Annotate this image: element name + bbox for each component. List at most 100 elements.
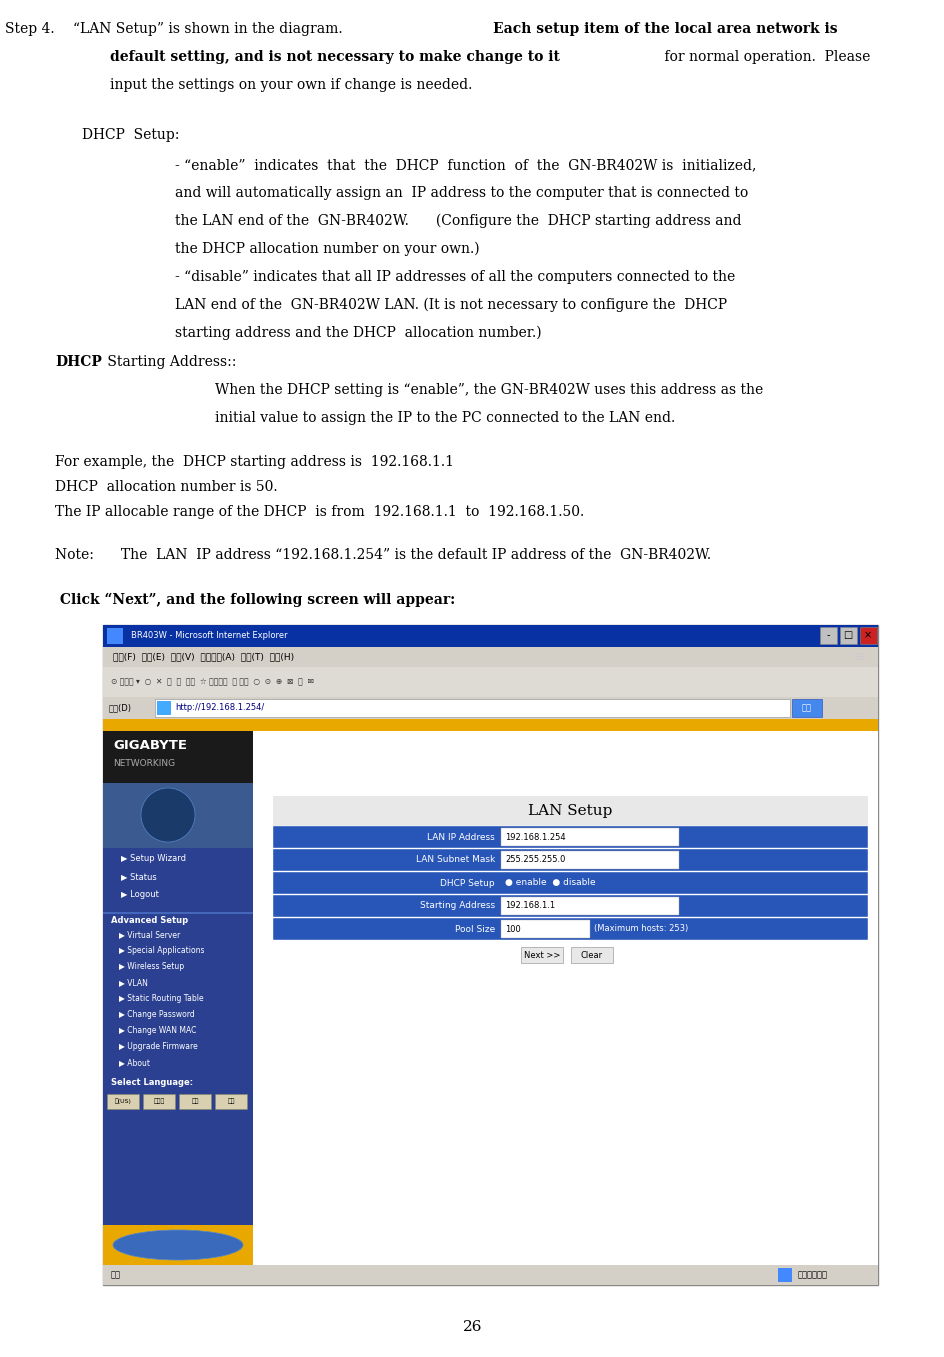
Text: Pool Size: Pool Size	[454, 924, 495, 934]
Bar	[500, 828, 679, 845]
Text: Starting Address::: Starting Address::	[103, 356, 236, 369]
Bar	[520, 947, 563, 963]
Bar	[103, 697, 877, 719]
Bar	[103, 912, 253, 915]
Bar	[103, 1265, 877, 1285]
Bar	[273, 826, 868, 848]
Text: for normal operation.  Please: for normal operation. Please	[659, 50, 869, 64]
Text: The IP allocable range of the DHCP  is from  192.168.1.1  to  192.168.1.50.: The IP allocable range of the DHCP is fr…	[55, 505, 583, 518]
Bar	[777, 1267, 791, 1282]
Bar	[273, 849, 868, 871]
Bar	[791, 699, 821, 716]
Bar	[215, 1094, 246, 1109]
Text: ▶ Setup Wizard: ▶ Setup Wizard	[121, 854, 186, 863]
Text: 日本語: 日本語	[153, 1099, 164, 1105]
Text: ▶ Status: ▶ Status	[121, 873, 157, 881]
Bar	[107, 628, 123, 645]
Text: LAN Subnet Mask: LAN Subnet Mask	[415, 855, 495, 864]
Text: ▶ Change WAN MAC: ▶ Change WAN MAC	[119, 1026, 196, 1035]
Text: BR403W - Microsoft Internet Explorer: BR403W - Microsoft Internet Explorer	[131, 631, 287, 641]
Text: - “enable”  indicates  that  the  DHCP  function  of  the  GN-BR402W is  initial: - “enable” indicates that the DHCP funct…	[175, 157, 755, 172]
Bar	[103, 848, 253, 1225]
Text: 255.255.255.0: 255.255.255.0	[504, 855, 565, 864]
Text: ⊙ 上一页 ▾  ○  ✕  🗗  🔍  搜索  ☆ 我的最爱  🌐 媒体  ○  ⊙  ⊕  ⊠  🗂  ✉: ⊙ 上一页 ▾ ○ ✕ 🗗 🔍 搜索 ☆ 我的最爱 🌐 媒体 ○ ⊙ ⊕ ⊠ 🗂…	[110, 677, 313, 687]
Bar	[253, 731, 877, 1265]
Text: 26: 26	[463, 1320, 481, 1334]
Text: ▶ Special Applications: ▶ Special Applications	[119, 946, 204, 955]
Text: 简中: 简中	[191, 1099, 198, 1105]
Bar	[103, 1225, 253, 1265]
Text: default setting, and is not necessary to make change to it: default setting, and is not necessary to…	[110, 50, 559, 64]
Bar	[273, 896, 868, 917]
Bar	[819, 627, 836, 645]
Text: ▶ Upgrade Firmware: ▶ Upgrade Firmware	[119, 1042, 197, 1052]
Text: the LAN end of the  GN-BR402W.    (Configure the  DHCP starting address and: the LAN end of the GN-BR402W. (Configure…	[175, 214, 741, 228]
Text: Note:    The  LAN  IP address “192.168.1.254” is the default IP address of the  : Note: The LAN IP address “192.168.1.254”…	[55, 548, 711, 562]
Bar	[143, 1094, 175, 1109]
Text: ×: ×	[863, 630, 871, 641]
Text: When the DHCP setting is “enable”, the GN-BR402W uses this address as the: When the DHCP setting is “enable”, the G…	[215, 383, 763, 398]
Text: DHCP: DHCP	[55, 356, 102, 369]
Bar	[103, 668, 877, 697]
Bar	[273, 873, 868, 894]
Bar	[155, 699, 789, 716]
Text: ⊞: ⊞	[854, 651, 864, 662]
Text: NETWORKING: NETWORKING	[113, 759, 175, 768]
Circle shape	[141, 788, 194, 841]
Text: For example, the  DHCP starting address is  192.168.1.1: For example, the DHCP starting address i…	[55, 455, 453, 470]
Bar	[103, 731, 253, 783]
Bar	[273, 917, 868, 940]
Bar	[859, 627, 876, 645]
Bar	[103, 626, 877, 647]
Bar	[570, 947, 612, 963]
Text: ▶ VLAN: ▶ VLAN	[119, 978, 147, 987]
Text: initial value to assign the IP to the PC connected to the LAN end.: initial value to assign the IP to the PC…	[215, 411, 675, 425]
Text: GIGABYTE: GIGABYTE	[113, 740, 187, 752]
Bar	[103, 647, 877, 668]
Text: Clear: Clear	[580, 950, 602, 959]
Text: http://192.168.1.254/: http://192.168.1.254/	[175, 703, 264, 712]
Text: ▶ About: ▶ About	[119, 1058, 150, 1067]
Text: DHCP  allocation number is 50.: DHCP allocation number is 50.	[55, 480, 278, 494]
Text: ▶ Logout: ▶ Logout	[121, 890, 159, 898]
Bar	[103, 719, 877, 731]
Bar	[839, 627, 856, 645]
Bar	[103, 731, 877, 1265]
Bar	[500, 897, 679, 915]
Text: LAN end of the  GN-BR402W LAN. (It is not necessary to configure the  DHCP: LAN end of the GN-BR402W LAN. (It is not…	[175, 299, 726, 312]
Text: 100: 100	[504, 924, 520, 934]
Text: ▶ Change Password: ▶ Change Password	[119, 1010, 194, 1019]
Text: 192.168.1.1: 192.168.1.1	[504, 901, 554, 911]
Text: 转到: 转到	[801, 703, 811, 712]
Text: Click “Next”, and the following screen will appear:: Click “Next”, and the following screen w…	[55, 593, 455, 608]
Text: 近端内部网路: 近端内部网路	[797, 1270, 827, 1280]
Text: - “disable” indicates that all IP addresses of all the computers connected to th: - “disable” indicates that all IP addres…	[175, 270, 734, 284]
Text: LAN IP Address: LAN IP Address	[427, 832, 495, 841]
Bar	[107, 1094, 139, 1109]
Text: “LAN Setup” is shown in the diagram.: “LAN Setup” is shown in the diagram.	[73, 22, 343, 37]
Text: Select Language:: Select Language:	[110, 1077, 193, 1087]
Text: ● enable  ● disable: ● enable ● disable	[504, 878, 595, 887]
Text: Next >>: Next >>	[523, 950, 560, 959]
Text: -: -	[825, 630, 829, 641]
Bar	[273, 797, 868, 826]
Text: the DHCP allocation number on your own.): the DHCP allocation number on your own.)	[175, 242, 480, 256]
Bar	[103, 783, 253, 848]
Text: LAN Setup: LAN Setup	[528, 803, 612, 818]
Text: 繁中: 繁中	[227, 1099, 234, 1105]
Text: ▶ Wireless Setup: ▶ Wireless Setup	[119, 962, 184, 972]
Text: (Maximum hosts: 253): (Maximum hosts: 253)	[594, 924, 687, 934]
Text: DHCP  Setup:: DHCP Setup:	[82, 128, 179, 142]
Bar	[500, 851, 679, 868]
Bar	[103, 626, 877, 1285]
Bar	[178, 1094, 211, 1109]
Text: 地址(D): 地址(D)	[109, 703, 132, 712]
Text: starting address and the DHCP  allocation number.): starting address and the DHCP allocation…	[175, 326, 541, 341]
Text: 文案(F)  编辑(E)  查看(V)  我的最爱(A)  工具(T)  帮助(H): 文案(F) 编辑(E) 查看(V) 我的最爱(A) 工具(T) 帮助(H)	[113, 653, 294, 661]
Text: Each setup item of the local area network is: Each setup item of the local area networ…	[493, 22, 836, 37]
Text: Advanced Setup: Advanced Setup	[110, 916, 188, 925]
Text: 完成: 完成	[110, 1270, 121, 1280]
Text: Starting Address: Starting Address	[419, 901, 495, 911]
Text: and will automatically assign an  IP address to the computer that is connected t: and will automatically assign an IP addr…	[175, 186, 748, 199]
Text: □: □	[842, 630, 851, 641]
